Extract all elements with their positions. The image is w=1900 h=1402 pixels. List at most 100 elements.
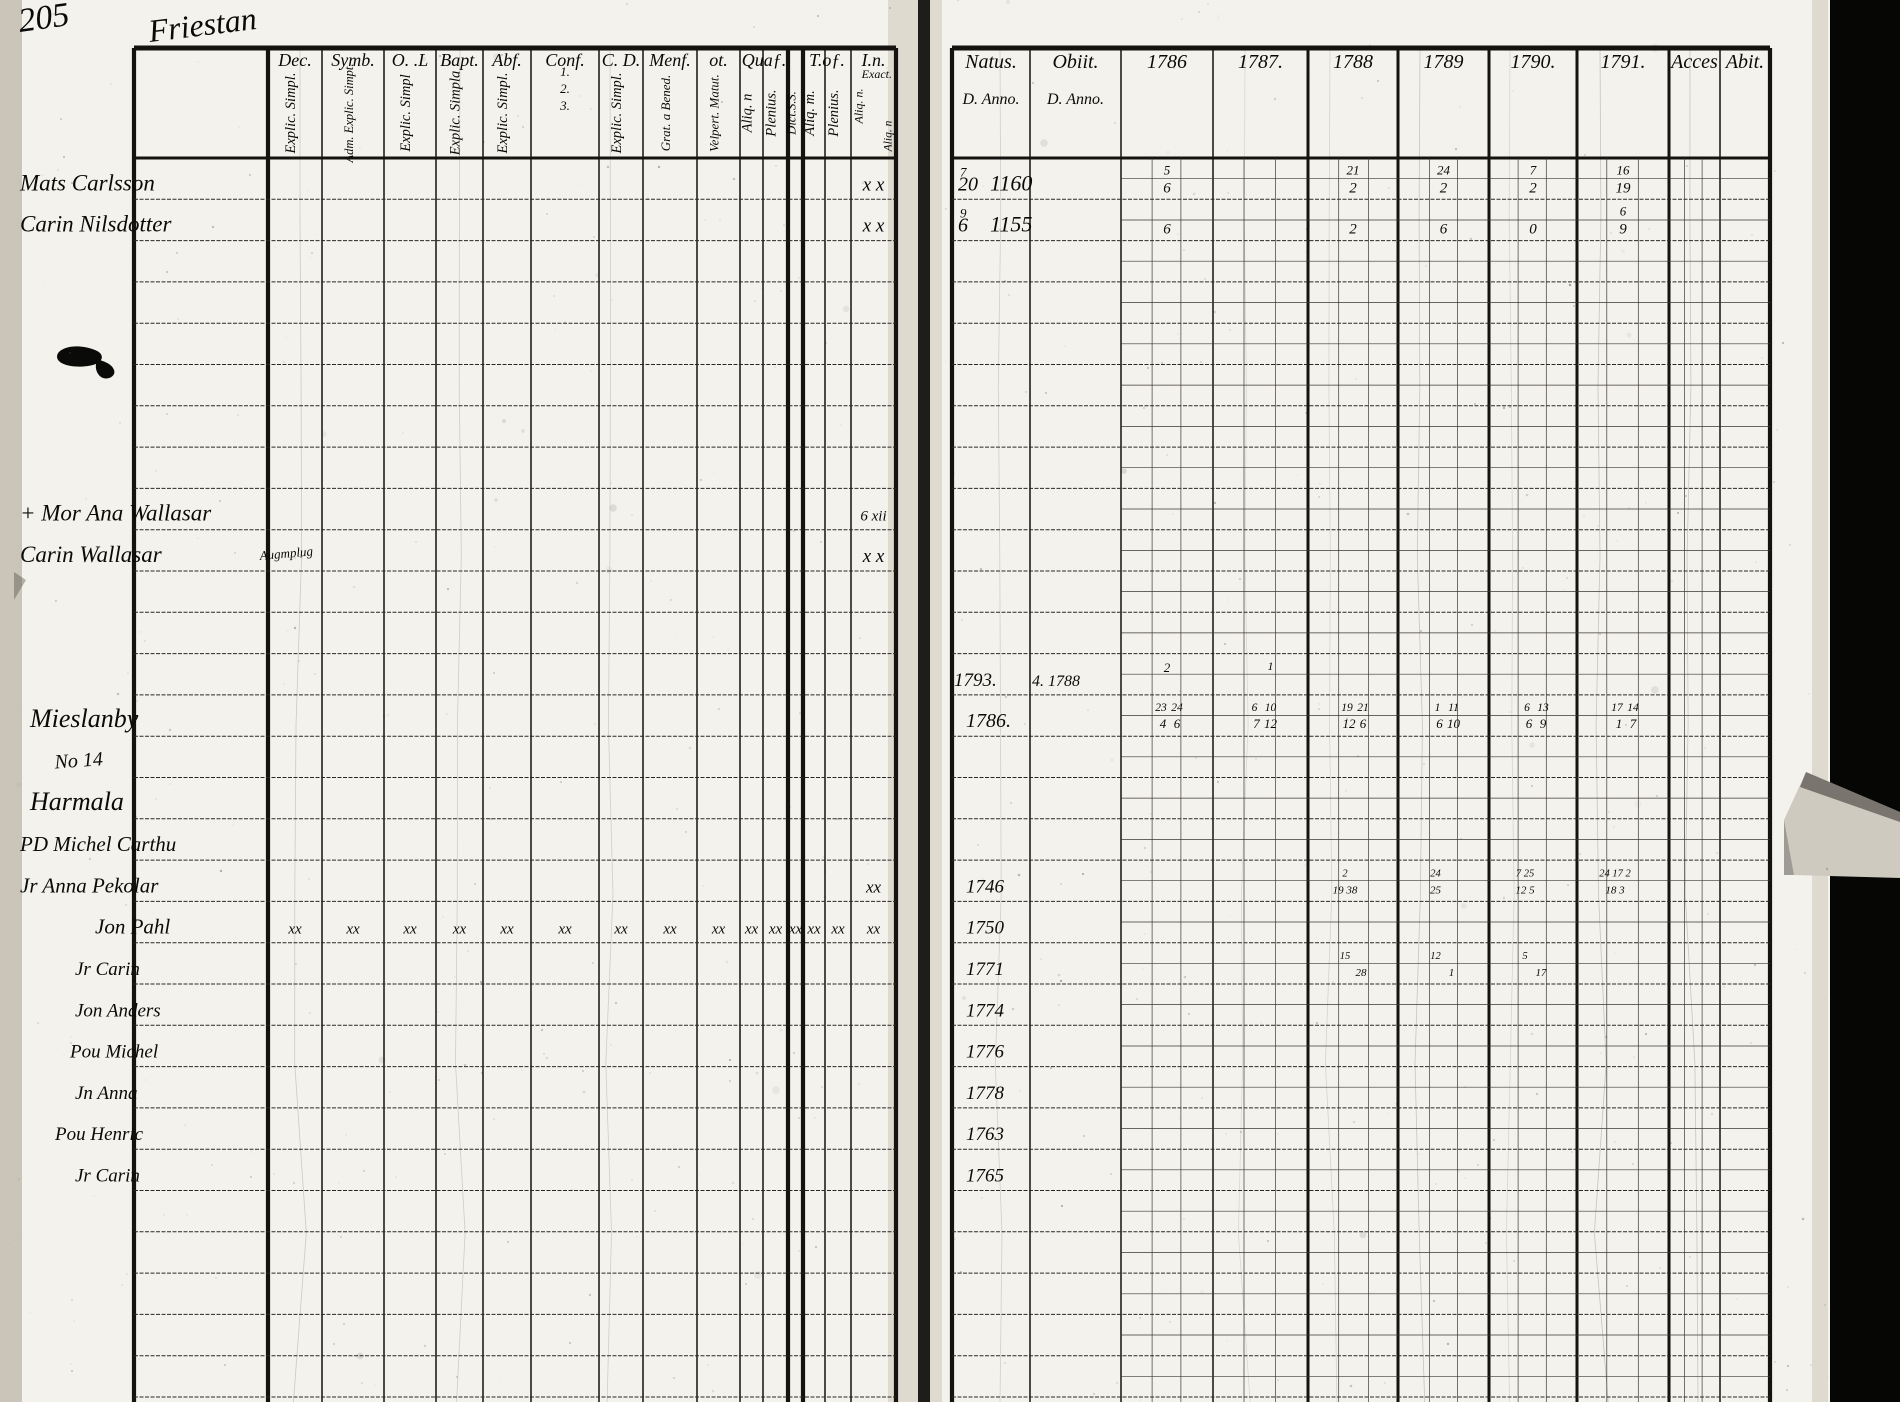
svg-text:Dict.S.S.: Dict.S.S. (785, 91, 799, 135)
svg-text:6: 6 (1620, 204, 1627, 219)
svg-text:6: 6 (958, 215, 968, 237)
svg-text:Menf.: Menf. (648, 50, 690, 70)
svg-text:7 25: 7 25 (1516, 868, 1534, 879)
svg-text:4. 1788: 4. 1788 (1032, 673, 1080, 690)
svg-text:4: 4 (1160, 716, 1167, 731)
svg-text:Bapt.: Bapt. (440, 50, 479, 70)
svg-text:xx: xx (662, 922, 677, 938)
svg-text:Jr Carin: Jr Carin (75, 1166, 140, 1187)
svg-text:2: 2 (1342, 868, 1348, 879)
svg-text:17: 17 (1611, 702, 1624, 714)
svg-text:Acces: Acces (1669, 51, 1718, 73)
svg-text:T.oƒ.: T.oƒ. (809, 50, 845, 70)
svg-text:6: 6 (1163, 222, 1171, 238)
svg-text:1787.: 1787. (1238, 51, 1283, 73)
svg-text:3.: 3. (559, 98, 570, 113)
svg-text:Carin Nilsdotter: Carin Nilsdotter (20, 212, 172, 237)
svg-text:9: 9 (1540, 716, 1547, 731)
svg-text:xx: xx (711, 922, 726, 938)
svg-text:+ Mor Ana Wallasar: + Mor Ana Wallasar (20, 501, 212, 526)
svg-text:1750: 1750 (966, 918, 1005, 939)
svg-text:1789: 1789 (1424, 51, 1464, 73)
svg-text:1786: 1786 (1147, 51, 1187, 73)
svg-text:2: 2 (1349, 222, 1357, 238)
svg-text:12: 12 (1264, 716, 1278, 731)
svg-text:6: 6 (1526, 716, 1533, 731)
svg-text:14: 14 (1627, 702, 1639, 714)
svg-text:6 xii: 6 xii (860, 509, 886, 525)
svg-text:23: 23 (1155, 702, 1167, 714)
svg-text:Velpert. Matut.: Velpert. Matut. (707, 74, 722, 152)
svg-text:xx: xx (557, 922, 572, 938)
svg-text:O. .L: O. .L (392, 50, 429, 70)
svg-text:12: 12 (1343, 716, 1357, 731)
svg-text:Explic. Simpl.: Explic. Simpl. (283, 73, 299, 155)
svg-text:xx: xx (866, 922, 881, 938)
svg-text:xx: xx (402, 922, 417, 938)
svg-text:11: 11 (1448, 702, 1459, 714)
svg-text:PD Michel Carthu: PD Michel Carthu (19, 832, 176, 856)
svg-text:5: 5 (1164, 162, 1171, 177)
svg-text:Exact.: Exact. (861, 67, 892, 81)
svg-text:x x: x x (862, 546, 885, 567)
svg-text:Jr Carin: Jr Carin (75, 959, 140, 980)
svg-text:19: 19 (1616, 180, 1632, 196)
svg-text:1776: 1776 (966, 1042, 1005, 1063)
svg-text:Plenius.: Plenius. (826, 89, 842, 137)
svg-text:10: 10 (1265, 702, 1277, 714)
svg-text:D. Anno.: D. Anno. (961, 91, 1019, 108)
svg-text:9: 9 (1619, 222, 1627, 238)
svg-text:2: 2 (1529, 180, 1537, 196)
svg-text:1160: 1160 (990, 170, 1032, 195)
svg-text:24: 24 (1430, 868, 1441, 879)
svg-text:6: 6 (1440, 222, 1448, 238)
svg-text:xx: xx (345, 922, 360, 938)
svg-text:Abf.: Abf. (491, 50, 522, 70)
svg-text:24 17 2: 24 17 2 (1599, 868, 1631, 879)
svg-text:1774: 1774 (966, 1000, 1005, 1021)
svg-text:1788: 1788 (1333, 51, 1373, 73)
svg-text:2: 2 (1164, 660, 1171, 675)
svg-text:Dec.: Dec. (277, 50, 311, 70)
svg-text:Explic. Simpl.: Explic. Simpl. (495, 73, 511, 155)
svg-text:12: 12 (1430, 951, 1441, 962)
svg-text:Aliq. n: Aliq. n (883, 120, 895, 152)
svg-text:Carin Wallasar: Carin Wallasar (20, 542, 163, 567)
svg-text:xx: xx (452, 922, 467, 938)
svg-text:Pou Michel: Pou Michel (69, 1042, 158, 1063)
svg-text:xx: xx (865, 877, 882, 896)
svg-text:17: 17 (1536, 967, 1548, 979)
svg-text:Mats Carlsson: Mats Carlsson (19, 170, 155, 195)
svg-text:1155: 1155 (990, 212, 1032, 237)
svg-text:Jon Anders: Jon Anders (75, 1000, 161, 1021)
svg-text:1771: 1771 (966, 959, 1004, 980)
svg-text:Pou Henric: Pou Henric (54, 1124, 144, 1145)
svg-text:1786.: 1786. (966, 710, 1011, 732)
svg-text:28: 28 (1356, 967, 1368, 979)
svg-text:21: 21 (1357, 702, 1369, 714)
svg-text:1.: 1. (560, 64, 570, 79)
svg-text:Aliq. m.: Aliq. m. (802, 90, 818, 137)
svg-text:2.: 2. (560, 81, 570, 96)
svg-text:1: 1 (1616, 716, 1623, 731)
svg-text:xx: xx (287, 922, 302, 938)
svg-text:6: 6 (1252, 702, 1258, 714)
svg-text:Mieslanby: Mieslanby (29, 704, 139, 733)
svg-text:20: 20 (958, 173, 978, 195)
svg-text:21: 21 (1347, 162, 1360, 177)
svg-text:Jn Anna: Jn Anna (75, 1083, 137, 1104)
svg-text:6: 6 (1174, 716, 1181, 731)
svg-text:D. Anno.: D. Anno. (1046, 91, 1104, 108)
svg-text:Grat. a Bened.: Grat. a Bened. (658, 75, 673, 152)
svg-text:13: 13 (1537, 702, 1549, 714)
svg-text:16: 16 (1617, 162, 1631, 177)
svg-text:2: 2 (1349, 180, 1357, 196)
svg-text:10: 10 (1447, 716, 1461, 731)
svg-text:1793.: 1793. (954, 670, 997, 691)
svg-text:7: 7 (1630, 716, 1637, 731)
svg-text:Abit.: Abit. (1724, 51, 1764, 73)
svg-text:Obiit.: Obiit. (1052, 51, 1098, 73)
svg-text:Harmala: Harmala (29, 787, 124, 816)
svg-text:Explic. Simpla: Explic. Simpla (448, 71, 464, 157)
svg-text:Jr Anna Pekolar: Jr Anna Pekolar (20, 873, 159, 897)
